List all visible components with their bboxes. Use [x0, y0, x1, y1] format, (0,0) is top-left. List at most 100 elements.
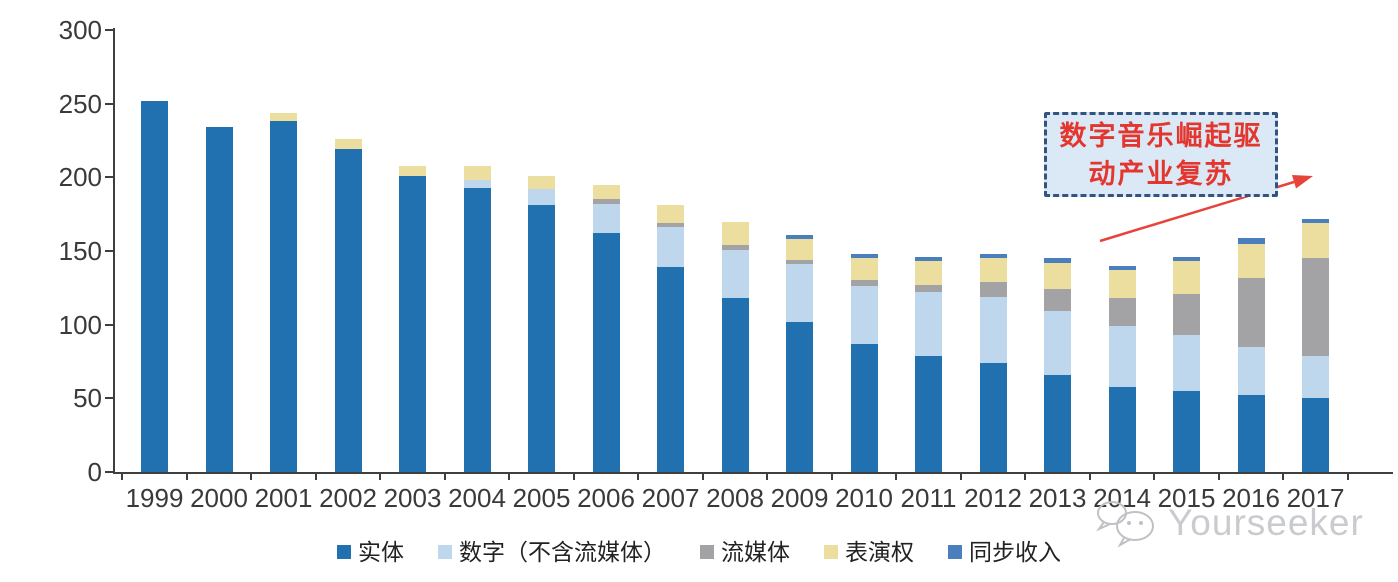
bar-segment-performance-rights — [334, 139, 362, 150]
bar-segment-sync — [915, 256, 942, 262]
bar-segment-physical — [399, 175, 426, 472]
bar-segment-streaming — [1237, 277, 1265, 347]
bar-segment-sync — [1108, 265, 1136, 271]
bar-segment-physical — [334, 149, 362, 472]
bar-segment-digital-excl-streaming — [979, 296, 1007, 363]
bar-segment-streaming — [915, 284, 942, 293]
x-axis-tick — [443, 474, 446, 480]
bar-segment-streaming — [979, 281, 1007, 297]
y-axis-tick-label: 150 — [58, 236, 102, 266]
bar-segment-performance-rights — [463, 165, 491, 181]
bar-segment-performance-rights — [1173, 261, 1200, 294]
bar-segment-digital-excl-streaming — [915, 292, 942, 356]
x-axis-tick — [185, 474, 188, 480]
bar-segment-sync — [1173, 256, 1200, 262]
bar-segment-sync — [850, 253, 878, 259]
legend-label-digital-excl-streaming: 数字（不含流媒体） — [459, 539, 666, 565]
bar-segment-performance-rights — [270, 112, 297, 122]
bar-segment-sync — [1044, 258, 1071, 263]
x-axis-label: 2004 — [448, 483, 506, 513]
bar-segment-digital-excl-streaming — [1044, 311, 1071, 375]
legend-label-performance-rights: 表演权 — [845, 539, 914, 565]
x-axis-label: 2009 — [770, 483, 829, 513]
legend-label-physical: 实体 — [358, 539, 404, 565]
bar-segment-digital-excl-streaming — [657, 227, 684, 268]
y-axis-tick-label: 300 — [58, 15, 102, 45]
bar-segment-physical — [1173, 390, 1200, 472]
legend-item-performance-rights: 表演权 — [824, 540, 914, 564]
bar-segment-performance-rights — [1108, 270, 1136, 299]
bar-segment-performance-rights — [1044, 262, 1071, 290]
x-axis-label: 2001 — [254, 483, 313, 513]
x-axis-tick — [895, 474, 898, 480]
bar-segment-physical — [915, 355, 942, 472]
bar-segment-digital-excl-streaming — [592, 203, 620, 234]
bar-segment-physical — [205, 127, 233, 472]
bar-segment-digital-excl-streaming — [721, 249, 749, 299]
y-axis-tick — [105, 29, 114, 31]
legend: 实体 数字（不含流媒体） 流媒体 表演权 同步收入 — [0, 540, 1398, 564]
y-axis-line — [113, 28, 115, 474]
bar-segment-physical — [528, 205, 555, 472]
legend-label-streaming: 流媒体 — [721, 539, 790, 565]
y-axis-tick — [105, 102, 114, 105]
bar-segment-digital-excl-streaming — [1302, 355, 1329, 399]
y-axis-tick — [105, 397, 114, 400]
bar-segment-physical — [141, 100, 168, 472]
bar-segment-physical — [592, 233, 620, 472]
legend-item-sync: 同步收入 — [948, 540, 1061, 564]
bar-segment-streaming — [657, 223, 684, 228]
bar-segment-streaming — [721, 245, 749, 250]
x-axis-label: 2016 — [1222, 483, 1280, 513]
y-axis-tick-label: 0 — [87, 457, 102, 487]
bar-segment-performance-rights — [399, 165, 426, 176]
bar-segment-streaming — [850, 280, 878, 287]
y-axis-tick — [105, 323, 114, 326]
y-axis-tick-label: 200 — [58, 162, 102, 193]
bar-segment-digital-excl-streaming — [1108, 326, 1136, 387]
bar-segment-streaming — [1173, 293, 1200, 335]
x-axis-label: 2014 — [1093, 483, 1151, 513]
bar-segment-performance-rights — [1302, 223, 1329, 259]
x-axis-label: 2011 — [900, 483, 957, 513]
x-axis-tick — [1346, 474, 1349, 480]
y-axis-tick — [105, 471, 114, 473]
x-axis-tick — [1282, 474, 1285, 480]
bar-segment-digital-excl-streaming — [1237, 346, 1265, 396]
bar-segment-physical — [657, 267, 684, 472]
bar-segment-sync — [786, 234, 813, 240]
legend-item-digital-excl-streaming: 数字（不含流媒体） — [438, 540, 666, 564]
x-axis-tick — [121, 474, 124, 480]
bar-segment-sync — [979, 253, 1007, 259]
x-axis-label: 1999 — [125, 483, 184, 513]
bar-segment-physical — [979, 362, 1007, 472]
bar-segment-digital-excl-streaming — [463, 180, 491, 188]
bar-segment-performance-rights — [786, 239, 813, 260]
legend-swatch-streaming — [700, 545, 714, 559]
x-axis-tick — [1024, 474, 1027, 480]
legend-label-sync: 同步收入 — [969, 539, 1061, 565]
bar-segment-performance-rights — [979, 258, 1007, 282]
y-axis-tick-label: 50 — [73, 383, 102, 414]
watermark-brand-text: Yourseeker — [1168, 502, 1364, 543]
x-axis-tick — [250, 474, 253, 480]
bar-segment-streaming — [592, 199, 620, 204]
bar-segment-digital-excl-streaming — [1173, 334, 1200, 391]
bar-segment-streaming — [786, 259, 813, 265]
bar-segment-physical — [850, 343, 878, 472]
bar-segment-performance-rights — [721, 221, 749, 246]
legend-swatch-performance-rights — [824, 545, 838, 559]
bar-segment-sync — [1302, 218, 1329, 223]
legend-item-streaming: 流媒体 — [700, 540, 790, 564]
x-axis-tick — [959, 474, 962, 480]
x-axis-line — [113, 472, 1393, 474]
x-axis-tick — [1088, 474, 1091, 480]
x-axis-tick — [637, 474, 640, 480]
x-axis-tick — [701, 474, 704, 480]
bar-segment-digital-excl-streaming — [850, 286, 878, 344]
x-axis-tick — [1153, 474, 1156, 480]
bar-segment-physical — [1044, 374, 1071, 472]
x-axis-label: 2013 — [1028, 483, 1087, 513]
x-axis-label: 2002 — [319, 483, 377, 513]
